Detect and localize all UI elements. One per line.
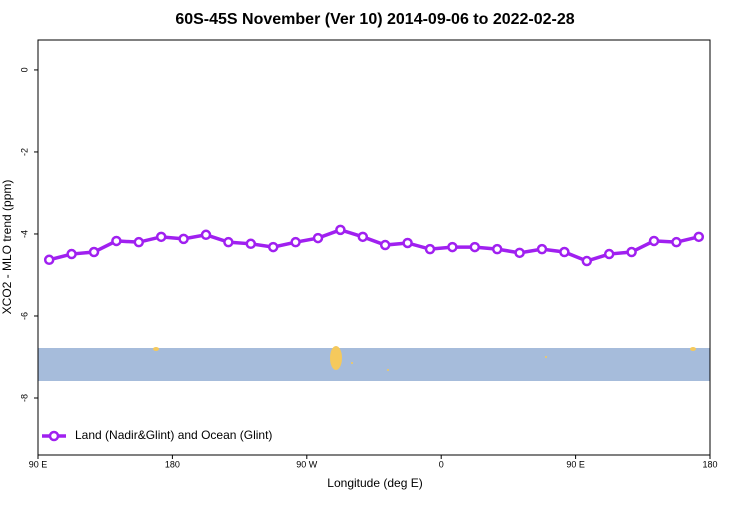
point [245, 238, 257, 250]
legend-marker [48, 430, 60, 442]
x-tick-label: 90 E [29, 459, 48, 469]
x-tick-label: 0 [439, 459, 444, 469]
point [402, 237, 413, 249]
plot-frame [37, 39, 711, 456]
point [379, 239, 391, 251]
point [66, 248, 77, 260]
x-axis-label: Longitude (deg E) [327, 476, 422, 490]
x-tick-label: 180 [165, 459, 180, 469]
point [514, 247, 525, 259]
point [648, 235, 660, 247]
point [155, 231, 167, 243]
point [312, 232, 324, 244]
point [111, 235, 122, 247]
point [469, 241, 481, 253]
chart-title: 60S-45S November (Ver 10) 2014-09-06 to … [175, 11, 574, 28]
point [88, 246, 100, 258]
point [178, 233, 189, 245]
y-tick-label: -8 [19, 394, 29, 402]
point [447, 241, 458, 253]
point [133, 236, 145, 248]
point [43, 254, 55, 266]
point [693, 231, 705, 243]
x-tick-label: 90 W [296, 459, 318, 469]
point [536, 243, 548, 255]
x-tick-label: 180 [702, 459, 717, 469]
point [424, 243, 436, 255]
y-tick-label: -4 [19, 230, 29, 238]
point [603, 248, 615, 260]
series-line [48, 228, 700, 263]
map-band [38, 346, 710, 381]
x-tick-label: 90 E [566, 459, 585, 469]
legend-label: Land (Nadir&Glint) and Ocean (Glint) [75, 428, 272, 442]
point [357, 231, 369, 243]
point [335, 224, 346, 236]
point [491, 243, 503, 255]
y-tick-label: -6 [19, 312, 29, 320]
point [671, 236, 682, 248]
point [200, 229, 212, 241]
point [559, 246, 570, 258]
point [626, 246, 637, 258]
point [267, 241, 279, 253]
point [290, 236, 301, 248]
y-axis-label: XCO2 - MLO trend (ppm) [0, 180, 14, 315]
point [581, 255, 593, 267]
y-tick-label: 0 [19, 67, 29, 72]
y-tick-label: -2 [19, 148, 29, 156]
point [223, 236, 234, 248]
